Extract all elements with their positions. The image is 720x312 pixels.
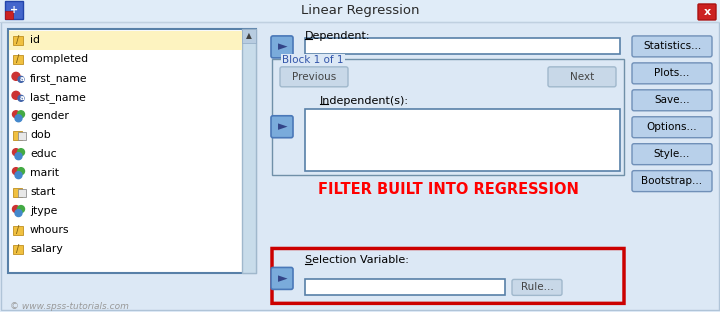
Bar: [0, 22, 720, 23]
FancyBboxPatch shape: [632, 144, 712, 165]
Text: /: /: [17, 225, 19, 235]
Text: whours: whours: [30, 225, 70, 235]
Circle shape: [18, 95, 24, 101]
Circle shape: [17, 206, 24, 212]
Text: ►: ►: [278, 120, 288, 133]
Circle shape: [12, 149, 19, 156]
Text: dob: dob: [30, 130, 50, 140]
Bar: [13, 188, 22, 197]
Text: completed: completed: [30, 54, 88, 64]
Text: gender: gender: [30, 111, 69, 121]
Text: Dependent:: Dependent:: [305, 31, 371, 41]
Text: x: x: [703, 7, 711, 17]
Circle shape: [12, 91, 20, 99]
Text: Block 1 of 1: Block 1 of 1: [282, 55, 343, 65]
FancyBboxPatch shape: [632, 171, 712, 192]
Text: start: start: [30, 187, 55, 197]
Text: Next: Next: [570, 72, 594, 82]
Circle shape: [15, 115, 22, 122]
Text: a: a: [19, 76, 24, 82]
Text: jtype: jtype: [30, 206, 58, 216]
Text: +: +: [10, 5, 18, 15]
Text: /: /: [17, 244, 19, 254]
Circle shape: [15, 153, 22, 160]
Circle shape: [12, 72, 20, 80]
Text: Previous: Previous: [292, 72, 336, 82]
Bar: [18, 132, 26, 140]
Bar: [13, 56, 23, 64]
FancyBboxPatch shape: [632, 63, 712, 84]
Circle shape: [17, 168, 24, 175]
Bar: [242, 29, 256, 43]
Bar: [0, 0, 720, 22]
Text: Save...: Save...: [654, 95, 690, 105]
Text: a: a: [19, 95, 24, 101]
Bar: [305, 280, 505, 295]
Bar: [13, 37, 23, 46]
FancyBboxPatch shape: [512, 280, 562, 295]
FancyBboxPatch shape: [280, 67, 348, 87]
Text: ▲: ▲: [246, 32, 252, 41]
Bar: [8, 29, 256, 273]
Text: educ: educ: [30, 149, 57, 159]
Circle shape: [18, 76, 24, 82]
Bar: [5, 11, 13, 19]
Text: Bootstrap...: Bootstrap...: [642, 176, 703, 186]
Text: Rule...: Rule...: [521, 282, 554, 292]
Text: Style...: Style...: [654, 149, 690, 159]
FancyBboxPatch shape: [632, 36, 712, 57]
Bar: [305, 109, 620, 171]
Circle shape: [15, 210, 22, 217]
Circle shape: [12, 111, 19, 118]
Bar: [9, 31, 242, 50]
FancyBboxPatch shape: [272, 248, 624, 303]
Bar: [13, 131, 22, 140]
Text: marit: marit: [30, 168, 59, 178]
Text: id: id: [30, 36, 40, 46]
Bar: [13, 226, 23, 235]
Text: Linear Regression: Linear Regression: [301, 4, 419, 17]
Bar: [242, 29, 256, 273]
Text: last_name: last_name: [30, 92, 86, 103]
Circle shape: [15, 172, 22, 179]
Text: Options...: Options...: [647, 122, 697, 132]
Text: ►: ►: [278, 40, 288, 53]
Bar: [13, 245, 23, 254]
FancyBboxPatch shape: [548, 67, 616, 87]
Circle shape: [12, 206, 19, 212]
Text: ►: ►: [278, 272, 288, 285]
FancyBboxPatch shape: [632, 90, 712, 111]
Text: /: /: [17, 36, 19, 46]
Text: Statistics...: Statistics...: [643, 41, 701, 51]
Text: Independent(s):: Independent(s):: [320, 96, 409, 106]
Bar: [5, 1, 23, 19]
Text: FILTER BUILT INTO REGRESSION: FILTER BUILT INTO REGRESSION: [318, 182, 578, 197]
FancyBboxPatch shape: [271, 36, 293, 58]
Text: /: /: [17, 54, 19, 64]
FancyBboxPatch shape: [698, 4, 716, 20]
Circle shape: [12, 168, 19, 175]
Text: salary: salary: [30, 244, 63, 254]
FancyBboxPatch shape: [632, 117, 712, 138]
Bar: [18, 189, 26, 197]
Text: © www.spss-tutorials.com: © www.spss-tutorials.com: [10, 302, 129, 311]
FancyBboxPatch shape: [271, 116, 293, 138]
Circle shape: [17, 111, 24, 118]
Bar: [305, 38, 620, 54]
Text: first_name: first_name: [30, 73, 88, 84]
Text: Plots...: Plots...: [654, 68, 690, 78]
FancyBboxPatch shape: [271, 267, 293, 290]
Bar: [272, 59, 624, 175]
Circle shape: [17, 149, 24, 156]
Text: Selection Variable:: Selection Variable:: [305, 256, 409, 266]
